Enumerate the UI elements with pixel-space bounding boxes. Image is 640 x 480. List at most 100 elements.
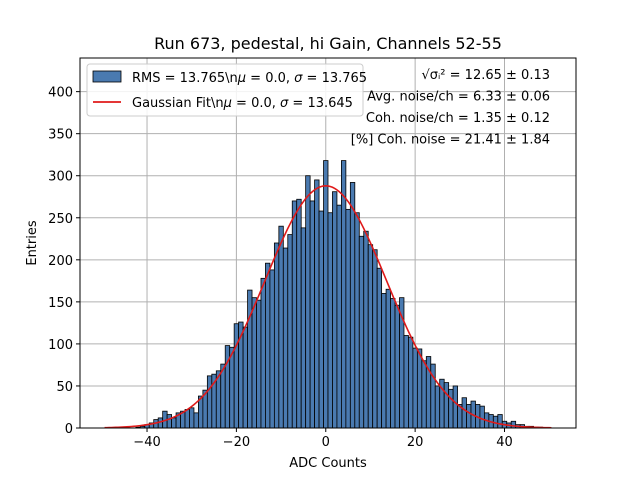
- y-tick-label: 200: [48, 254, 73, 269]
- histogram-bar: [332, 191, 338, 429]
- legend-label-part: μ: [237, 71, 246, 86]
- x-tick-label: −20: [223, 435, 250, 450]
- histogram-bar: [189, 407, 195, 429]
- histogram-bar: [300, 227, 307, 429]
- legend-label-part: RMS = 13.765\n: [132, 71, 238, 86]
- histogram-bar: [412, 347, 418, 429]
- histogram-bar: [363, 230, 369, 429]
- histogram-bar: [416, 348, 423, 429]
- histogram-bar: [510, 420, 517, 429]
- y-tick-label: 150: [48, 296, 73, 311]
- histogram-bar: [349, 182, 356, 429]
- histogram-bar: [296, 198, 302, 429]
- histogram-bar: [408, 336, 414, 429]
- y-tick-label: 300: [48, 170, 73, 185]
- y-tick-label: 0: [65, 422, 73, 437]
- y-tick-label: 350: [48, 128, 73, 143]
- noise-annotation-text: [%] Coh. noise = 21.41 ± 1.84: [351, 133, 550, 148]
- histogram-bar: [372, 249, 378, 429]
- histogram-bar: [341, 160, 347, 429]
- noise-annotations: √σᵢ² = 12.65 ± 0.13 Avg. noise/ch = 6.33 …: [351, 68, 550, 148]
- legend-label-part: = 13.645: [288, 96, 353, 111]
- legend-label-part: σ: [294, 71, 303, 86]
- y-tick-label: 100: [48, 338, 73, 353]
- histogram-bar: [354, 212, 360, 429]
- histogram-bar: [452, 385, 458, 429]
- histogram-bar: [278, 225, 284, 429]
- legend-label-part: μ: [223, 96, 232, 111]
- x-axis-label: ADC Counts: [289, 456, 367, 471]
- histogram-bar: [256, 299, 262, 429]
- legend-label-part: Gaussian Fit\n: [132, 96, 224, 111]
- legend-swatch-histogram: [92, 70, 122, 83]
- histogram-bar: [403, 335, 409, 429]
- histogram-bar: [381, 293, 387, 429]
- plot-frame: [79, 57, 577, 429]
- x-tick-label: 0: [322, 435, 330, 450]
- legend-label: Gaussian Fit\nμ = 0.0, σ = 13.645: [132, 96, 353, 111]
- histogram-bar: [345, 208, 351, 429]
- histogram-bar: [327, 212, 333, 429]
- histogram-bar: [309, 200, 315, 429]
- legend-label-part: = 0.0,: [232, 96, 280, 111]
- histogram-bar: [287, 234, 293, 429]
- histogram-bar: [497, 414, 503, 429]
- histogram-bar: [269, 269, 275, 429]
- histogram-bar: [421, 360, 427, 429]
- histogram-bar: [291, 200, 298, 429]
- histogram-bar: [443, 382, 450, 429]
- histogram-bar: [323, 160, 329, 429]
- gaussian-fit-curve: [104, 185, 552, 429]
- legend-label-part: = 13.765: [302, 71, 367, 86]
- histogram-bar: [171, 417, 177, 429]
- histogram-bar: [206, 375, 213, 429]
- histogram-bar: [305, 175, 311, 429]
- histogram-bar: [282, 247, 289, 429]
- histogram-bar: [385, 288, 391, 429]
- histogram-bar: [390, 298, 396, 429]
- histogram-bar: [251, 297, 257, 429]
- histogram-bar: [229, 346, 235, 429]
- y-tick-label: 250: [48, 212, 73, 227]
- legend: RMS = 13.765\nμ = 0.0, σ = 13.765Gaussia…: [86, 63, 367, 117]
- noise-annotation-text: Avg. noise/ch = 6.33 ± 0.06: [367, 90, 550, 105]
- histogram-bar: [260, 277, 266, 429]
- histogram-bar: [466, 404, 472, 429]
- histogram-bar: [166, 414, 173, 429]
- histogram-bar: [376, 267, 383, 429]
- gaussian-fit-line: [104, 185, 552, 429]
- histogram-bar: [273, 242, 280, 429]
- x-tick-label: 40: [496, 435, 513, 450]
- histogram-bar: [193, 412, 199, 429]
- histogram-bar: [394, 304, 400, 429]
- histogram-bar: [233, 323, 240, 429]
- noise-annotation-text: √σᵢ² = 12.65 ± 0.13: [421, 68, 550, 83]
- histogram-bar: [247, 289, 253, 429]
- histogram-bar: [220, 363, 226, 429]
- histogram-bar: [318, 210, 324, 429]
- histogram-bar: [434, 385, 441, 429]
- histogram-bar: [265, 262, 271, 429]
- histogram-bar: [461, 397, 467, 429]
- noise-annotation-text: Coh. noise/ch = 1.35 ± 0.12: [366, 111, 550, 126]
- histogram-bar: [448, 388, 454, 429]
- histogram-bar: [479, 405, 485, 429]
- x-tick-label: −40: [133, 435, 160, 450]
- histogram-bar: [314, 179, 320, 429]
- y-tick-label: 50: [56, 380, 73, 395]
- histogram-bar: [358, 235, 365, 429]
- x-tick-label: 20: [407, 435, 424, 450]
- legend-label-part: = 0.0,: [246, 71, 294, 86]
- legend-box: [86, 63, 364, 117]
- histogram-bar: [242, 326, 248, 429]
- histogram-bar: [336, 204, 342, 429]
- y-tick-label: 400: [48, 86, 73, 101]
- chart-title: Run 673, pedestal, hi Gain, Channels 52-…: [154, 34, 502, 53]
- histogram-bar: [367, 244, 374, 429]
- histogram-bar: [184, 409, 190, 429]
- legend-label-part: σ: [280, 96, 289, 111]
- legend-label: RMS = 13.765\nμ = 0.0, σ = 13.765: [132, 71, 367, 86]
- y-axis-label: Entries: [25, 220, 40, 266]
